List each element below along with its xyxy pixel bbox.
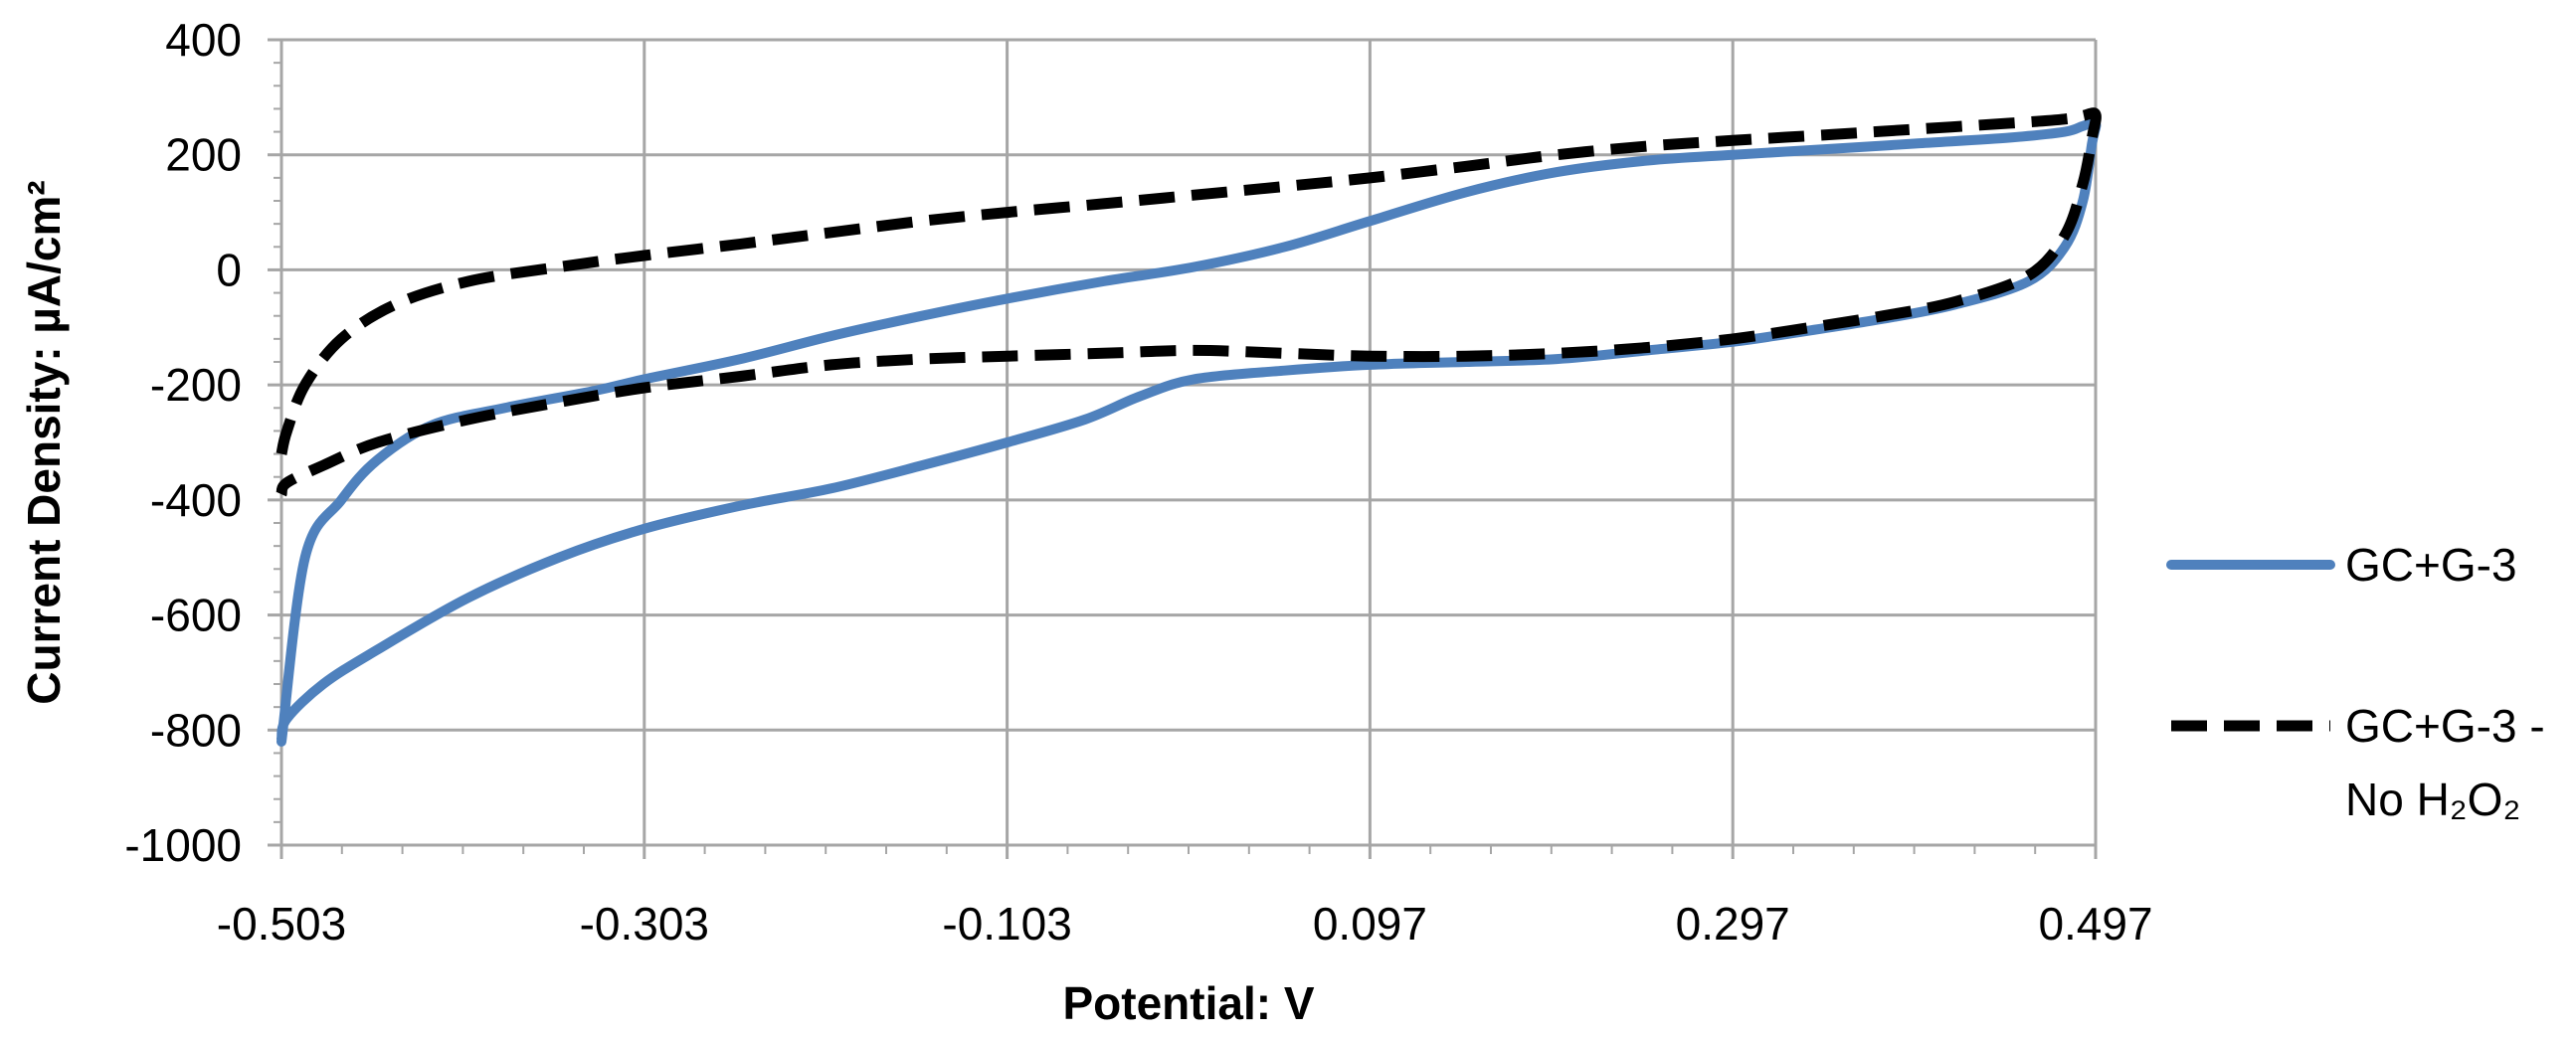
y-tick-label: -800: [150, 704, 242, 756]
grid: [281, 38, 2098, 845]
x-tick-label: 0.297: [1676, 898, 1790, 950]
y-tick-label: 400: [165, 14, 242, 66]
tick-marks: [268, 38, 2098, 859]
legend-label: GC+G-3 -: [2345, 700, 2545, 752]
y-tick-label: -200: [150, 359, 242, 411]
x-tick-label: -0.503: [217, 898, 346, 950]
y-tick-label: -1000: [124, 819, 242, 871]
y-tick-label: 0: [216, 244, 242, 295]
legend-label: No H₂O₂: [2345, 774, 2520, 825]
series-line-1: [276, 116, 2102, 747]
y-tick-label: 200: [165, 129, 242, 181]
y-tick-labels: -1000 -800 -600 -400 -200 0 200 400: [124, 14, 242, 871]
legend-label: GC+G-3: [2345, 539, 2517, 591]
series-group: [276, 107, 2102, 747]
x-tick-label: -0.103: [942, 898, 1071, 950]
x-axis-label: Potential: V: [1062, 977, 1314, 1029]
legend: GC+G-3 GC+G-3 - No H₂O₂: [2166, 539, 2545, 825]
y-tick-label: -400: [150, 474, 242, 526]
x-tick-label: -0.303: [580, 898, 709, 950]
axes: [279, 40, 2096, 847]
x-tick-label: 0.097: [1313, 898, 1427, 950]
x-tick-labels: -0.503 -0.303 -0.103 0.097 0.297 0.497: [217, 898, 2153, 950]
y-tick-label: -600: [150, 590, 242, 641]
x-tick-label: 0.497: [2038, 898, 2152, 950]
y-axis-label: Current Density: µA/cm²: [18, 180, 70, 704]
series-line-2: [276, 107, 2102, 497]
